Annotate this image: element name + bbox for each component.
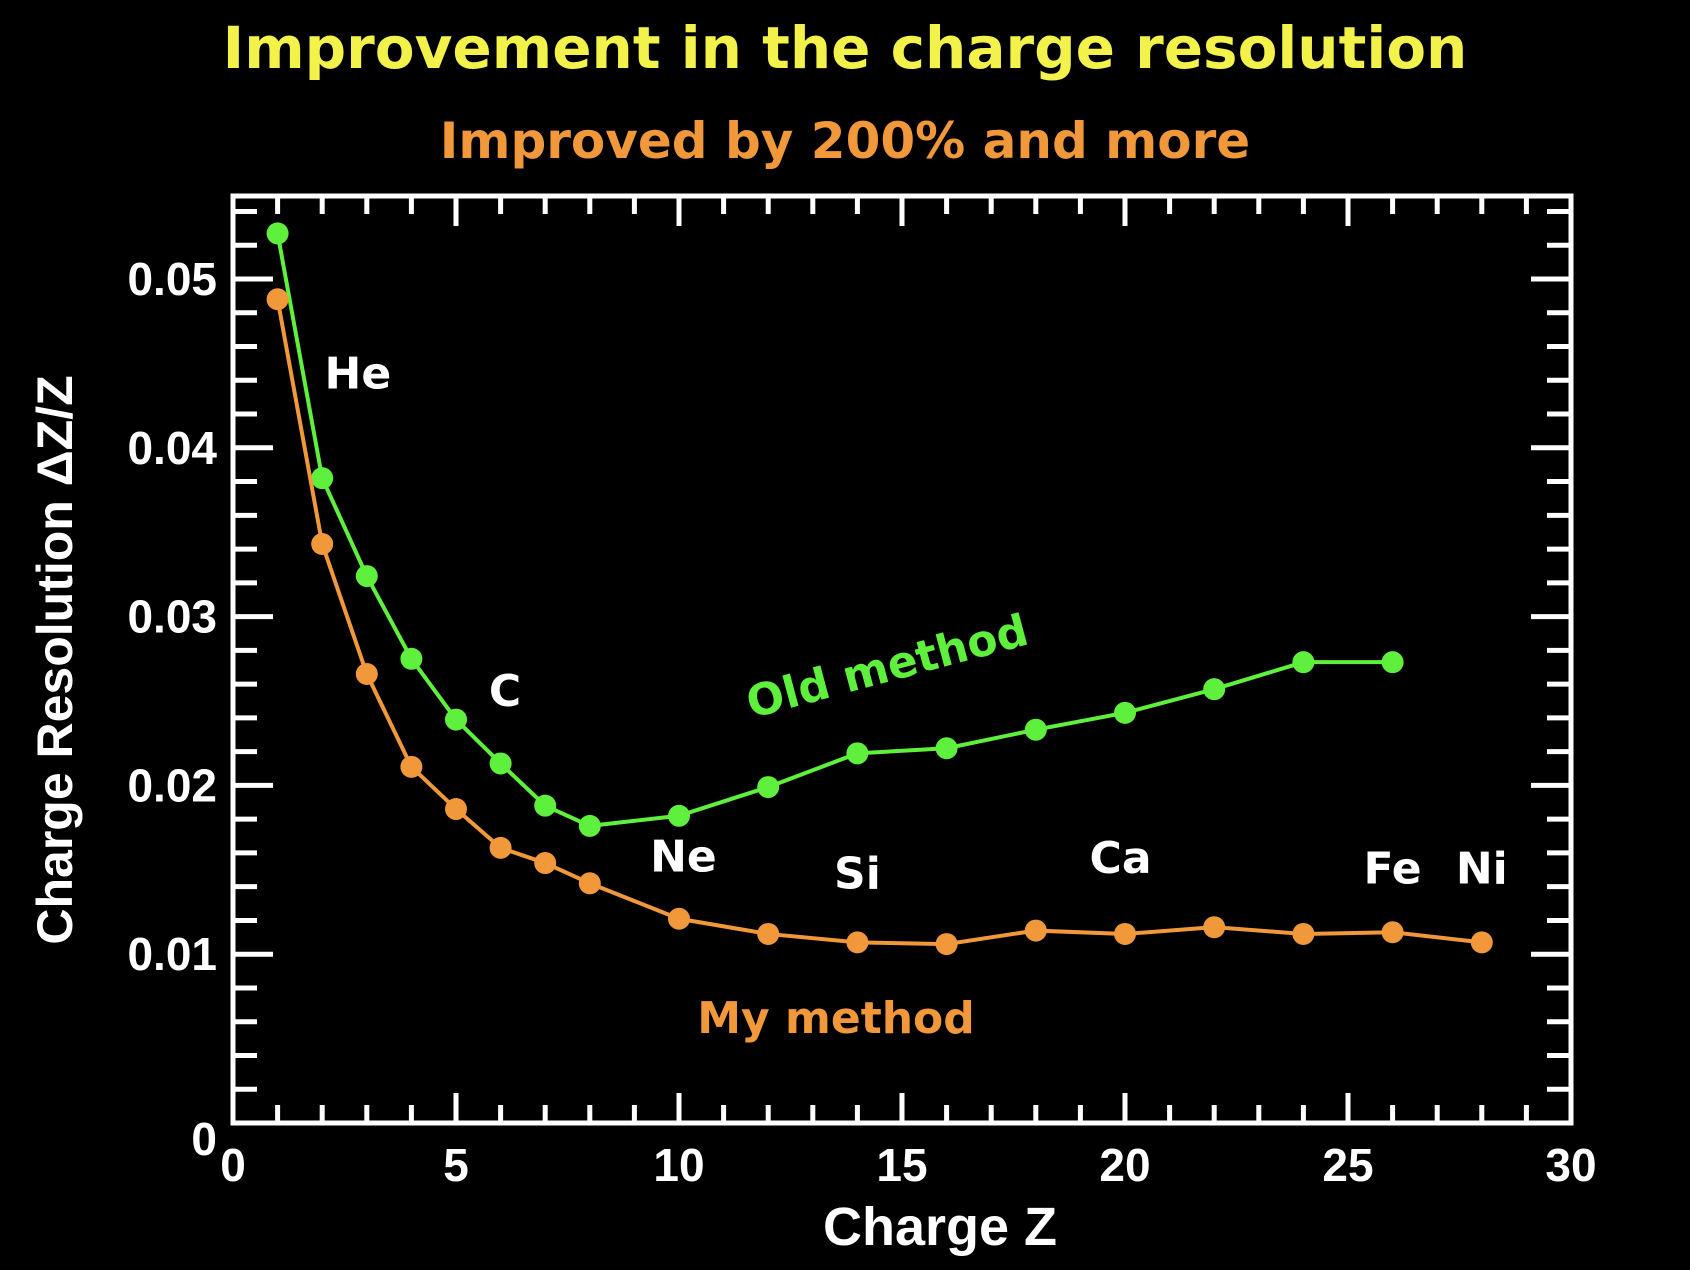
data-point-old-method [400,647,423,670]
y-tick-label: 0.01 [127,928,217,980]
data-point-old-method [578,814,601,837]
data-point-my-method [1381,921,1404,944]
data-point-old-method [266,222,289,245]
x-axis-label: Charge Z [823,1197,1057,1257]
x-tick-label: 30 [1545,1139,1596,1191]
element-label-ni: Ni [1456,843,1508,894]
chart-title: Improvement in the charge resolution [223,14,1468,82]
data-point-old-method [935,737,958,760]
y-tick-label: 0.05 [127,253,217,305]
element-label-ne: Ne [650,831,717,882]
data-point-my-method [534,852,557,875]
y-tick-label: 0.04 [127,422,217,474]
data-point-my-method [935,933,958,956]
x-tick-label: 5 [443,1139,469,1191]
data-point-old-method [355,565,378,588]
data-point-old-method [668,804,690,827]
data-point-old-method [1024,718,1047,741]
legend-old-method: Old method [741,605,1033,729]
data-point-my-method [578,872,601,895]
y-tick-label: 0.02 [127,759,217,811]
data-point-my-method [355,662,378,685]
x-tick-label: 15 [876,1139,927,1191]
data-point-my-method [1203,916,1226,939]
data-point-my-method [400,755,423,778]
chart-subtitle: Improved by 200% and more [440,112,1250,170]
series-line-my-method [275,298,1483,947]
x-tick-label: 20 [1099,1139,1150,1191]
element-label-si: Si [834,848,881,899]
x-tick-label: 10 [653,1139,704,1191]
data-point-my-method [1292,922,1315,945]
element-label-c: C [489,666,521,717]
data-point-old-method [1203,678,1226,701]
data-point-my-method [1470,931,1493,954]
data-point-old-method [1292,651,1315,674]
data-point-my-method [311,533,334,556]
data-point-old-method [1381,651,1404,674]
data-point-old-method [445,708,467,731]
data-point-my-method [668,907,690,930]
data-point-old-method [311,467,334,490]
data-point-my-method [1024,919,1047,942]
data-point-old-method [489,752,512,775]
x-tick-label: 25 [1322,1139,1373,1191]
y-tick-label: 0.03 [127,591,217,643]
data-point-old-method [757,776,780,799]
data-point-my-method [846,931,869,954]
element-label-fe: Fe [1364,843,1422,894]
data-point-my-method [266,288,289,311]
data-point-old-method [1114,701,1136,724]
data-point-old-method [846,742,869,765]
data-point-my-method [757,922,780,945]
element-label-ca: Ca [1090,833,1152,884]
series-line-old-method [275,233,1393,828]
y-tick-label: 0 [191,1113,217,1165]
legend-my-method: My method [697,993,975,1044]
data-point-old-method [534,794,557,817]
data-point-my-method [489,836,512,859]
data-point-my-method [1114,922,1136,945]
data-point-my-method [445,798,467,821]
element-label-he: He [325,349,392,400]
y-axis-label: Charge Resolution ΔZ/Z [27,375,83,944]
x-tick-label: 0 [220,1139,246,1191]
